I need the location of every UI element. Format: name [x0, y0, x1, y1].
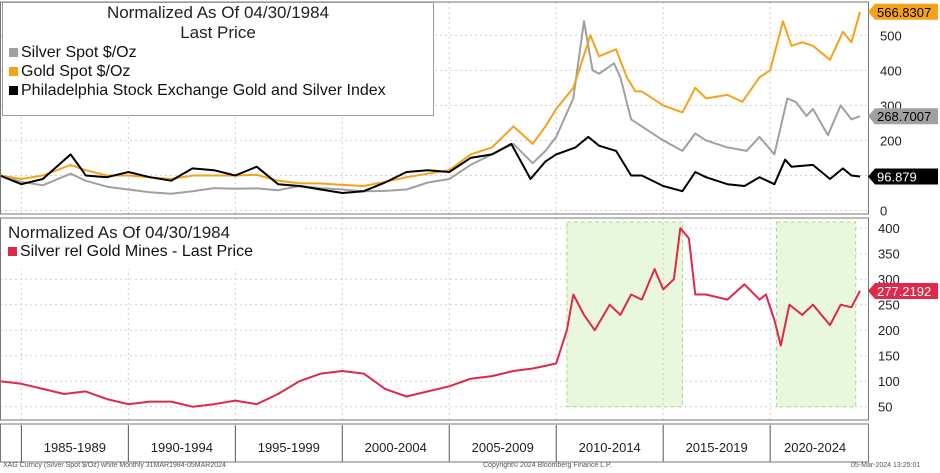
footer-center: Copyright© 2024 Bloomberg Finance L.P.: [483, 462, 612, 469]
bottom-chart-title: Normalized As Of 04/30/1984: [8, 223, 231, 242]
gold-swatch-icon: [9, 67, 18, 76]
top-legend: Normalized As Of 04/30/1984 Last Price S…: [2, 2, 434, 116]
x-period-label: 2015-2019: [686, 440, 748, 455]
silver-rel-last-value-bg: [868, 282, 938, 299]
gold-last-value-bg: [868, 3, 938, 20]
axis-frames: [0, 1, 869, 463]
bottom-y-tick-label: 250: [878, 298, 900, 313]
silver-rel-swatch-icon: [8, 247, 17, 256]
bottom-series-line-0: [0, 227, 861, 408]
legend-label-xau-index: Philadelphia Stock Exchange Gold and Sil…: [21, 82, 386, 99]
top-panel-series: [0, 11, 861, 195]
legend-item-silver: Silver Spot $/Oz: [3, 43, 433, 62]
highlight-period: [776, 221, 857, 408]
x-period-label: 2010-2014: [579, 440, 641, 455]
legend-label-gold: Gold Spot $/Oz: [21, 63, 131, 80]
top-series-line-2: [0, 135, 861, 194]
index-swatch-icon: [9, 86, 18, 95]
silver-swatch-icon: [9, 48, 18, 57]
index-last-value-text: 96.879: [877, 170, 917, 185]
bottom-legend: Normalized As Of 04/30/1984 Silver rel G…: [2, 223, 302, 269]
silver-last-value-text: 268.7007: [877, 109, 931, 124]
bottom-y-tick-label: 350: [878, 247, 900, 262]
legend-item-silver-rel-gold-mines: Silver rel Gold Mines - Last Price: [2, 242, 302, 261]
index-last-value-bg: [868, 168, 938, 185]
top-y-tick-label: 500: [880, 28, 902, 43]
top-y-tick-label: 200: [880, 133, 902, 148]
gold-last-value: 566.8307: [868, 3, 938, 20]
top-y-tick-label: 400: [880, 63, 902, 78]
bottom-panel-frame: [0, 217, 869, 421]
gold-last-value-text: 566.8307: [877, 5, 931, 20]
highlight-regions: [566, 221, 857, 408]
legend-item-gold: Gold Spot $/Oz: [3, 62, 433, 81]
y-tick-labels: 010020030040050050100150200250300350400: [878, 28, 902, 414]
x-period-label: 2005-2009: [472, 440, 534, 455]
footer-right: 05-Mar-2024 13:25:01: [851, 462, 921, 469]
bottom-y-tick-label: 200: [878, 323, 900, 338]
bottom-y-tick-label: 400: [878, 221, 900, 236]
silver-rel-last-value-text: 277.2192: [877, 284, 931, 299]
top-y-tick-label: 0: [880, 203, 887, 218]
x-period-label: 2020-2024: [784, 440, 846, 455]
legend-item-xau-index: Philadelphia Stock Exchange Gold and Sil…: [3, 81, 433, 100]
top-panel-frame: [0, 1, 869, 215]
top-chart-title: Normalized As Of 04/30/1984: [106, 3, 330, 22]
silver-last-value: 268.7007: [868, 108, 938, 125]
index-last-value: 96.879: [868, 168, 938, 185]
x-period-labels: 1985-1989 1990-1994 1995-1999 2000-2004 2005…: [44, 440, 846, 455]
x-period-label: 1985-1989: [44, 440, 106, 455]
bottom-y-tick-label: 50: [878, 400, 892, 415]
x-period-label: 1995-1999: [258, 440, 320, 455]
top-chart-subtitle: Last Price: [180, 23, 256, 42]
legend-label-silver-rel-gold-mines: Silver rel Gold Mines - Last Price: [20, 243, 253, 260]
silver-rel-last-value: 277.2192: [868, 282, 938, 299]
x-axis-frame: [0, 423, 869, 463]
last-value-tags: 566.8307 268.7007 96.879 277.2192: [868, 3, 938, 299]
bottom-y-tick-label: 100: [878, 374, 900, 389]
legend-label-silver: Silver Spot $/Oz: [21, 44, 137, 61]
bottom-y-tick-label: 150: [878, 349, 900, 364]
bottom-panel-series: [0, 227, 861, 408]
silver-last-value-bg: [868, 108, 938, 125]
x-period-label: 2000-2004: [365, 440, 427, 455]
footer-left: XAG Curncy (Silver Spot $/Oz) white Mont…: [3, 462, 226, 469]
x-period-label: 1990-1994: [151, 440, 213, 455]
